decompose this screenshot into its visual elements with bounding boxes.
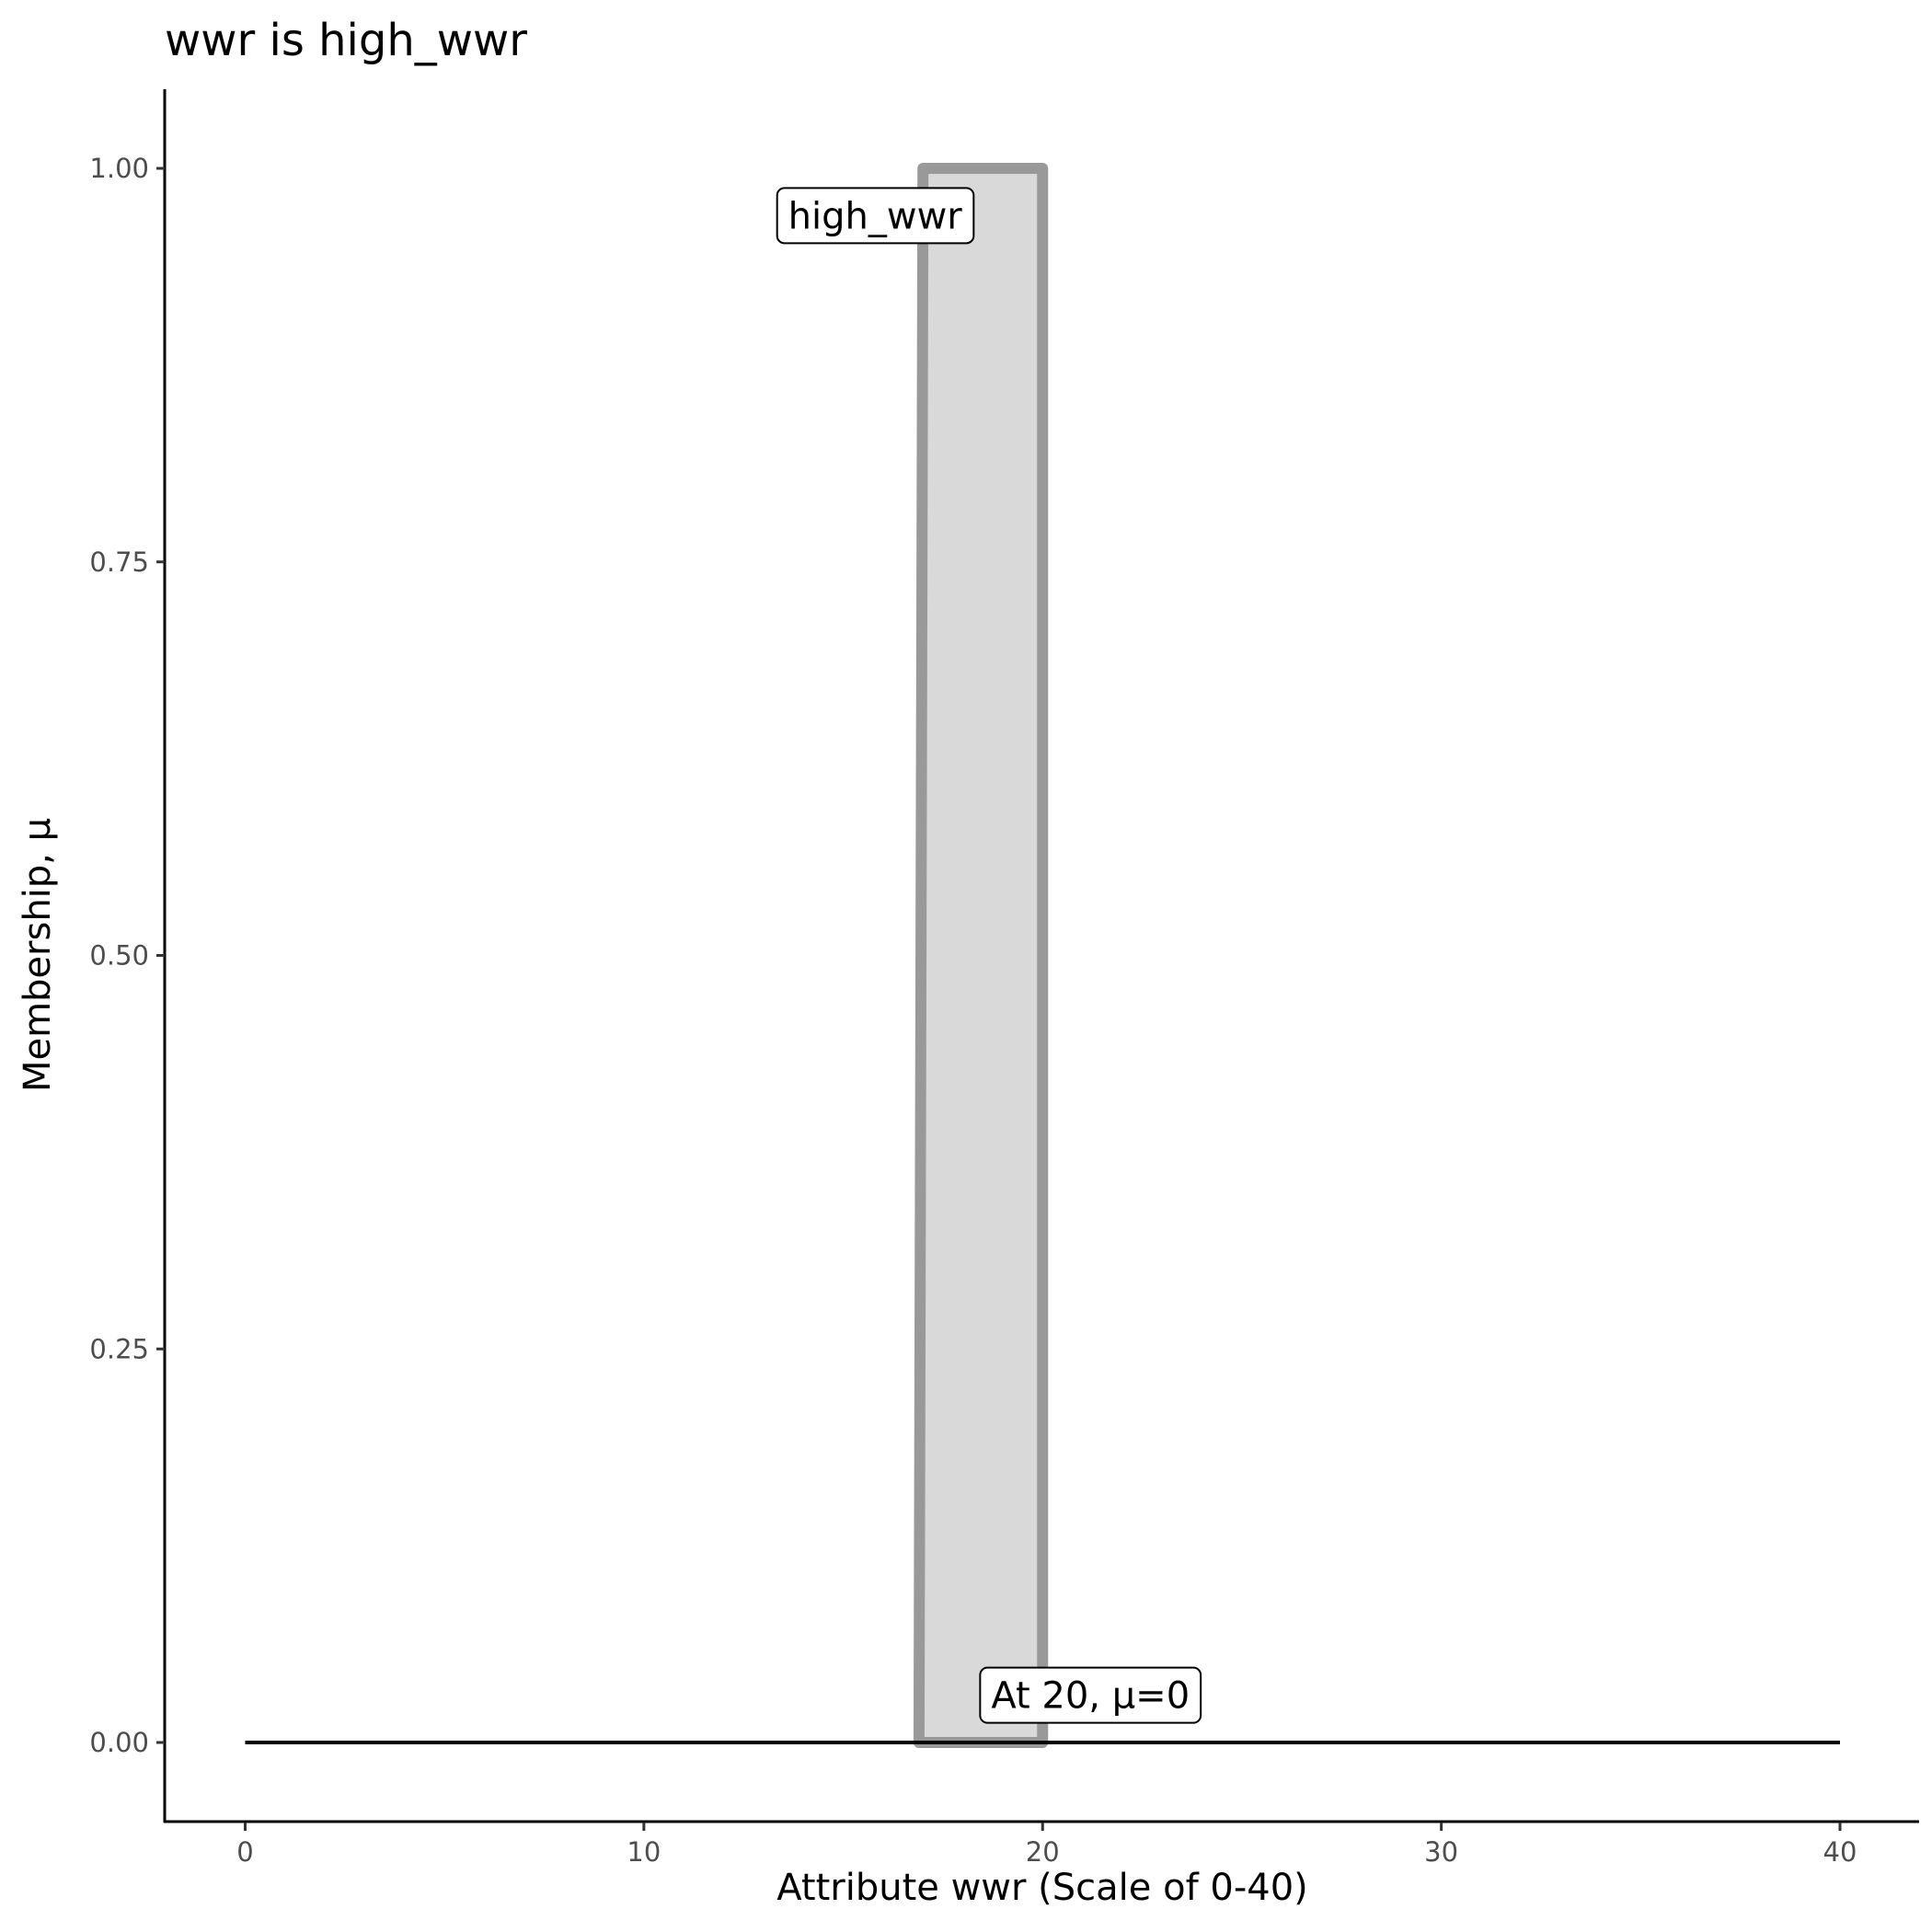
y-tick-label: 0.75 (89, 546, 149, 578)
x-tick-label: 30 (1424, 1836, 1458, 1868)
annotation-text: At 20, μ=0 (991, 1675, 1190, 1718)
x-tick-label: 20 (1026, 1836, 1060, 1868)
x-tick-label: 0 (236, 1836, 253, 1868)
x-axis-title: Attribute wwr (Scale of 0-40) (776, 1867, 1308, 1909)
annotation-label: At 20, μ=0 (979, 1666, 1202, 1724)
x-tick-label: 10 (627, 1836, 661, 1868)
annotation-label: high_wwr (776, 187, 975, 245)
x-tick-label: 40 (1823, 1836, 1857, 1868)
annotation-box (979, 1666, 1202, 1724)
y-axis-title: Membership, μ (17, 818, 59, 1092)
y-tick-label: 0.25 (89, 1333, 149, 1364)
y-tick-label: 0.00 (89, 1727, 149, 1758)
annotation-box (776, 187, 975, 245)
y-tick-label: 1.00 (89, 153, 149, 184)
chart-title: wwr is high_wwr (165, 15, 527, 66)
membership-shape-high_wwr (913, 163, 1049, 1748)
y-tick-label: 0.50 (89, 940, 149, 972)
annotation-text: high_wwr (788, 195, 963, 237)
